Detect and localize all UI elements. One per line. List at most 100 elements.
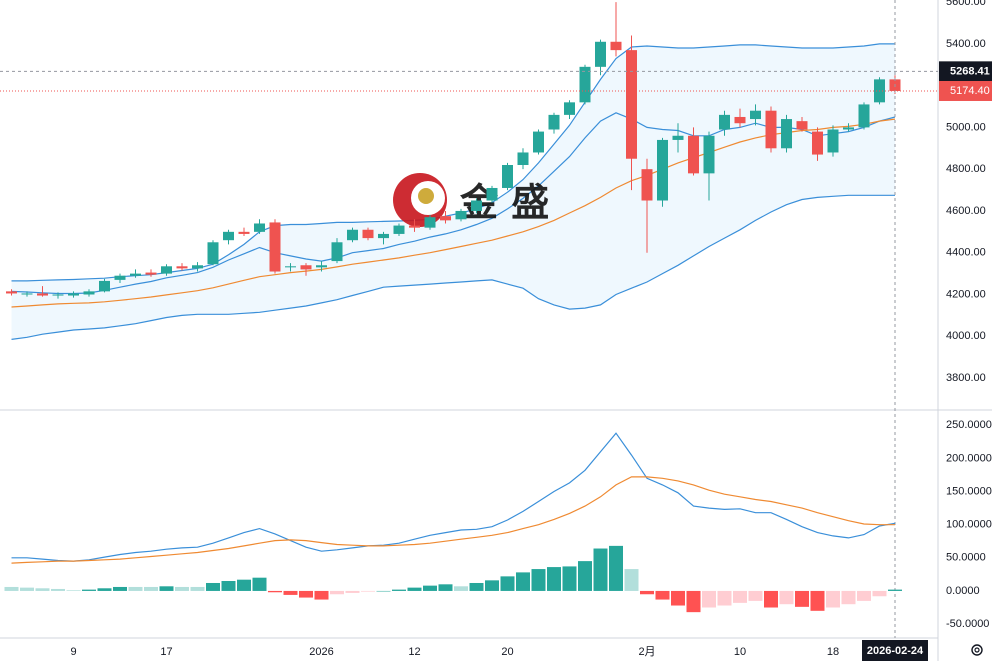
histogram-bar	[97, 588, 112, 591]
histogram-bar	[717, 590, 732, 606]
candle-body	[719, 114, 730, 130]
histogram-bar	[113, 586, 127, 591]
crosshair-time-label: 2026-02-24	[867, 645, 924, 657]
histogram-bar	[779, 590, 794, 605]
histogram-bar	[795, 590, 809, 607]
last-price-box	[939, 80, 992, 101]
histogram-bar	[66, 590, 81, 591]
logo-coin	[418, 188, 434, 204]
histogram-bar	[51, 588, 65, 591]
candle-body	[99, 280, 110, 292]
candle-body	[347, 229, 358, 241]
candle-body	[688, 135, 699, 174]
histogram-bar	[702, 590, 716, 608]
histogram-bar	[500, 576, 515, 591]
candle-body	[285, 266, 296, 268]
settings-icon[interactable]	[971, 644, 983, 656]
histogram-bar	[872, 590, 887, 597]
y-tick-label: 4600.00	[946, 205, 986, 217]
candle-body	[858, 104, 870, 128]
histogram-bar	[841, 590, 856, 605]
y-tick-label: 5400.00	[946, 38, 986, 50]
histogram-bar	[655, 590, 670, 600]
gear[interactable]	[971, 644, 983, 656]
candle-body	[192, 265, 203, 269]
candle-body	[502, 165, 513, 188]
histogram-bar	[376, 590, 391, 592]
histogram-bar	[144, 586, 158, 591]
macd-line	[11, 432, 896, 562]
candle-body	[300, 265, 312, 270]
x-tick-label: 2月	[638, 646, 655, 658]
histogram-bar	[20, 587, 34, 591]
crosshair-time-box	[862, 640, 928, 661]
y-tick-label: 0.0000	[946, 585, 980, 597]
candle-body	[254, 223, 265, 232]
y-tick-label: 4400.00	[946, 247, 986, 259]
candle-body	[595, 41, 606, 67]
candle-body	[564, 102, 575, 115]
band-fill	[11, 43, 895, 340]
y-tick-label: 5600.00	[946, 0, 986, 8]
candle-body	[6, 291, 17, 294]
histogram-bar	[268, 590, 282, 593]
histogram-bar	[283, 590, 298, 595]
candle-body	[52, 294, 64, 296]
y-tick-label: 200.0000	[946, 452, 992, 464]
y-tick-label: 5000.00	[946, 121, 986, 133]
histogram-bar	[221, 581, 236, 591]
candle-body	[579, 66, 591, 103]
candle-body	[378, 233, 389, 239]
histogram-bar	[438, 584, 453, 591]
candle-body	[781, 119, 792, 149]
histogram-bar	[82, 589, 96, 591]
histogram-bar	[593, 548, 608, 591]
candle-body	[657, 139, 668, 201]
histogram-bar	[826, 590, 840, 608]
y-tick-label: 150.0000	[946, 485, 992, 497]
candle-body	[331, 242, 343, 262]
x-tick-label: 10	[734, 646, 746, 658]
crosshair-price-box	[939, 61, 992, 82]
candle-body	[843, 127, 854, 130]
y-tick-label: 3800.00	[946, 372, 986, 384]
histogram-bar	[175, 586, 189, 591]
x-tick-label: 20	[501, 646, 513, 658]
candle-body	[37, 293, 48, 296]
histogram-bar	[35, 588, 50, 591]
candle-body	[393, 225, 405, 234]
logo: 金 盛	[393, 173, 549, 227]
candle-body	[440, 216, 451, 221]
histogram-bar	[531, 569, 546, 591]
histogram-bar	[516, 572, 530, 591]
y-tick-label: 50.0000	[946, 552, 986, 564]
y-tick-label: 4000.00	[946, 330, 986, 342]
last-price-label: 5174.40	[950, 85, 990, 97]
indicator-line	[11, 194, 895, 340]
candle-body	[145, 272, 157, 275]
histogram-bar	[345, 590, 360, 593]
histogram-bar	[159, 586, 174, 591]
histogram-bar	[190, 586, 205, 591]
histogram-bar	[733, 590, 747, 603]
histogram-bar	[4, 586, 19, 591]
indicator-line	[11, 112, 896, 295]
x-tick-label: 17	[160, 646, 172, 658]
histogram-bar	[547, 567, 561, 591]
histogram-bar	[252, 577, 267, 591]
candle-body	[734, 116, 746, 124]
candle-body	[750, 110, 761, 120]
candle-body	[517, 152, 529, 166]
candle-body	[424, 217, 436, 228]
histogram-bar	[128, 586, 143, 591]
histogram-bar	[810, 590, 825, 611]
candle-body	[672, 135, 684, 140]
histogram-bar	[748, 590, 763, 601]
candle-body	[409, 225, 420, 228]
gear-hub[interactable]	[974, 647, 980, 653]
candle-body	[486, 187, 498, 201]
candle-body	[455, 210, 467, 220]
histogram-bar	[578, 561, 592, 591]
